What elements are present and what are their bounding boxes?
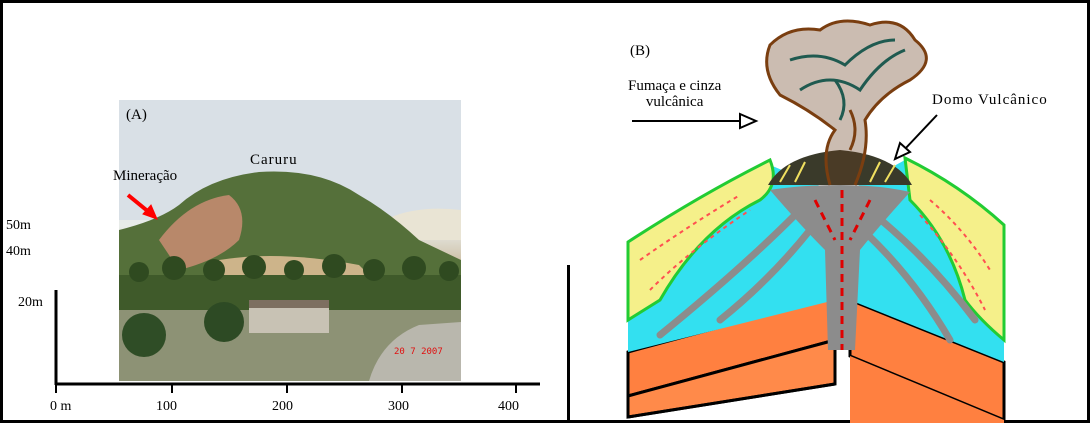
panel-divider — [567, 265, 570, 420]
date-stamp: 20 7 2007 — [394, 347, 443, 357]
smoke-ash-label-line2: vulcânica — [645, 94, 704, 110]
scale-axes — [54, 193, 540, 393]
y-label-50m: 50m — [6, 218, 31, 233]
photo-scene — [119, 100, 461, 381]
x-axis-ticks — [55, 384, 517, 393]
hill-name-label: Caruru — [250, 152, 298, 168]
y-label-20m: 20m — [18, 295, 43, 310]
dome-arrow — [893, 114, 938, 161]
hill-photo — [119, 100, 461, 381]
x-label-100: 100 — [156, 399, 177, 414]
smoke-ash-label-line1: Fumaça e cinza — [628, 78, 722, 94]
mining-arrow — [126, 193, 158, 220]
panel-a-letter: (A) — [126, 107, 147, 123]
smoke-arrow — [632, 112, 759, 130]
dome-label: Domo Vulcânico — [932, 92, 1048, 108]
panel-a: (A) Caruru Mineração 20 7 2007 50m 40m 2… — [6, 100, 540, 414]
x-label-400: 400 — [498, 399, 519, 414]
x-label-200: 200 — [272, 399, 293, 414]
x-label-300: 300 — [388, 399, 409, 414]
panel-b-letter: (B) — [630, 43, 650, 59]
smoke-ash-label: Fumaça e cinza vulcânica — [628, 78, 721, 110]
x-label-0: 0 m — [50, 399, 72, 414]
mining-label: Mineração — [113, 168, 178, 184]
y-label-40m: 40m — [6, 244, 31, 259]
